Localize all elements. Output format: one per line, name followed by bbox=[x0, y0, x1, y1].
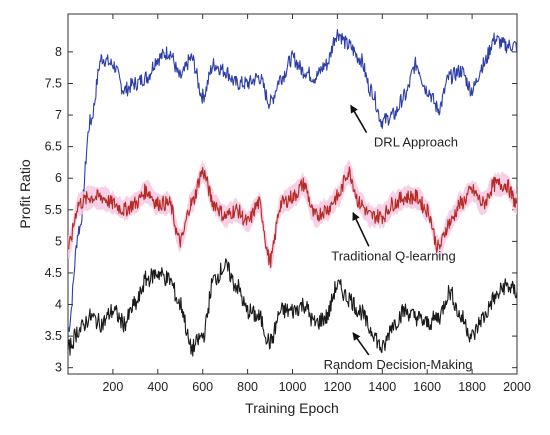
series-layer bbox=[67, 28, 518, 357]
y-tick-label: 7 bbox=[55, 108, 62, 122]
y-tick-label: 6 bbox=[55, 171, 62, 185]
x-tick-label: 400 bbox=[147, 380, 168, 394]
x-tick-label: 1400 bbox=[368, 380, 396, 394]
series-random-line bbox=[67, 258, 518, 357]
x-tick-label: 1600 bbox=[413, 380, 441, 394]
series-drl-line bbox=[67, 28, 518, 333]
x-tick-label: 1800 bbox=[458, 380, 486, 394]
y-tick-label: 6.5 bbox=[45, 140, 62, 154]
axis-ticks: 200 400 600 800 1000 1200 1400 1600 1800 2000 3 3.5… bbox=[45, 14, 531, 394]
y-tick-label: 4 bbox=[55, 298, 62, 312]
annotation-layer: DRL Approach Traditional Q-learning Random… bbox=[324, 104, 473, 372]
series-q-line bbox=[67, 166, 518, 268]
x-tick-label: 200 bbox=[102, 380, 123, 394]
y-tick-label: 5 bbox=[55, 234, 62, 248]
x-tick-label: 1200 bbox=[323, 380, 351, 394]
y-axis-title: Profit Ratio bbox=[17, 159, 33, 228]
annotation-label: Traditional Q-learning bbox=[331, 248, 456, 263]
x-tick-label: 2000 bbox=[503, 380, 531, 394]
y-tick-label: 4.5 bbox=[45, 266, 62, 280]
y-tick-label: 3 bbox=[55, 361, 62, 375]
y-tick-label: 7.5 bbox=[45, 76, 62, 90]
y-tick-label: 3.5 bbox=[45, 329, 62, 343]
annotation-arrow bbox=[352, 332, 370, 356]
x-tick-label: 1000 bbox=[279, 380, 307, 394]
annotation-label: DRL Approach bbox=[374, 135, 458, 150]
y-tick-label: 8 bbox=[55, 45, 62, 59]
x-tick-label: 600 bbox=[192, 380, 213, 394]
y-tick-label: 5.5 bbox=[45, 203, 62, 217]
annotation-label: Random Decision-Making bbox=[324, 357, 473, 372]
x-tick-label: 800 bbox=[237, 380, 258, 394]
x-axis-title: Training Epoch bbox=[245, 400, 339, 416]
annotation-arrow bbox=[350, 104, 368, 134]
series-drl bbox=[67, 28, 518, 333]
series-random bbox=[67, 258, 518, 357]
series-q bbox=[67, 159, 518, 273]
annotation-arrow bbox=[352, 212, 370, 247]
